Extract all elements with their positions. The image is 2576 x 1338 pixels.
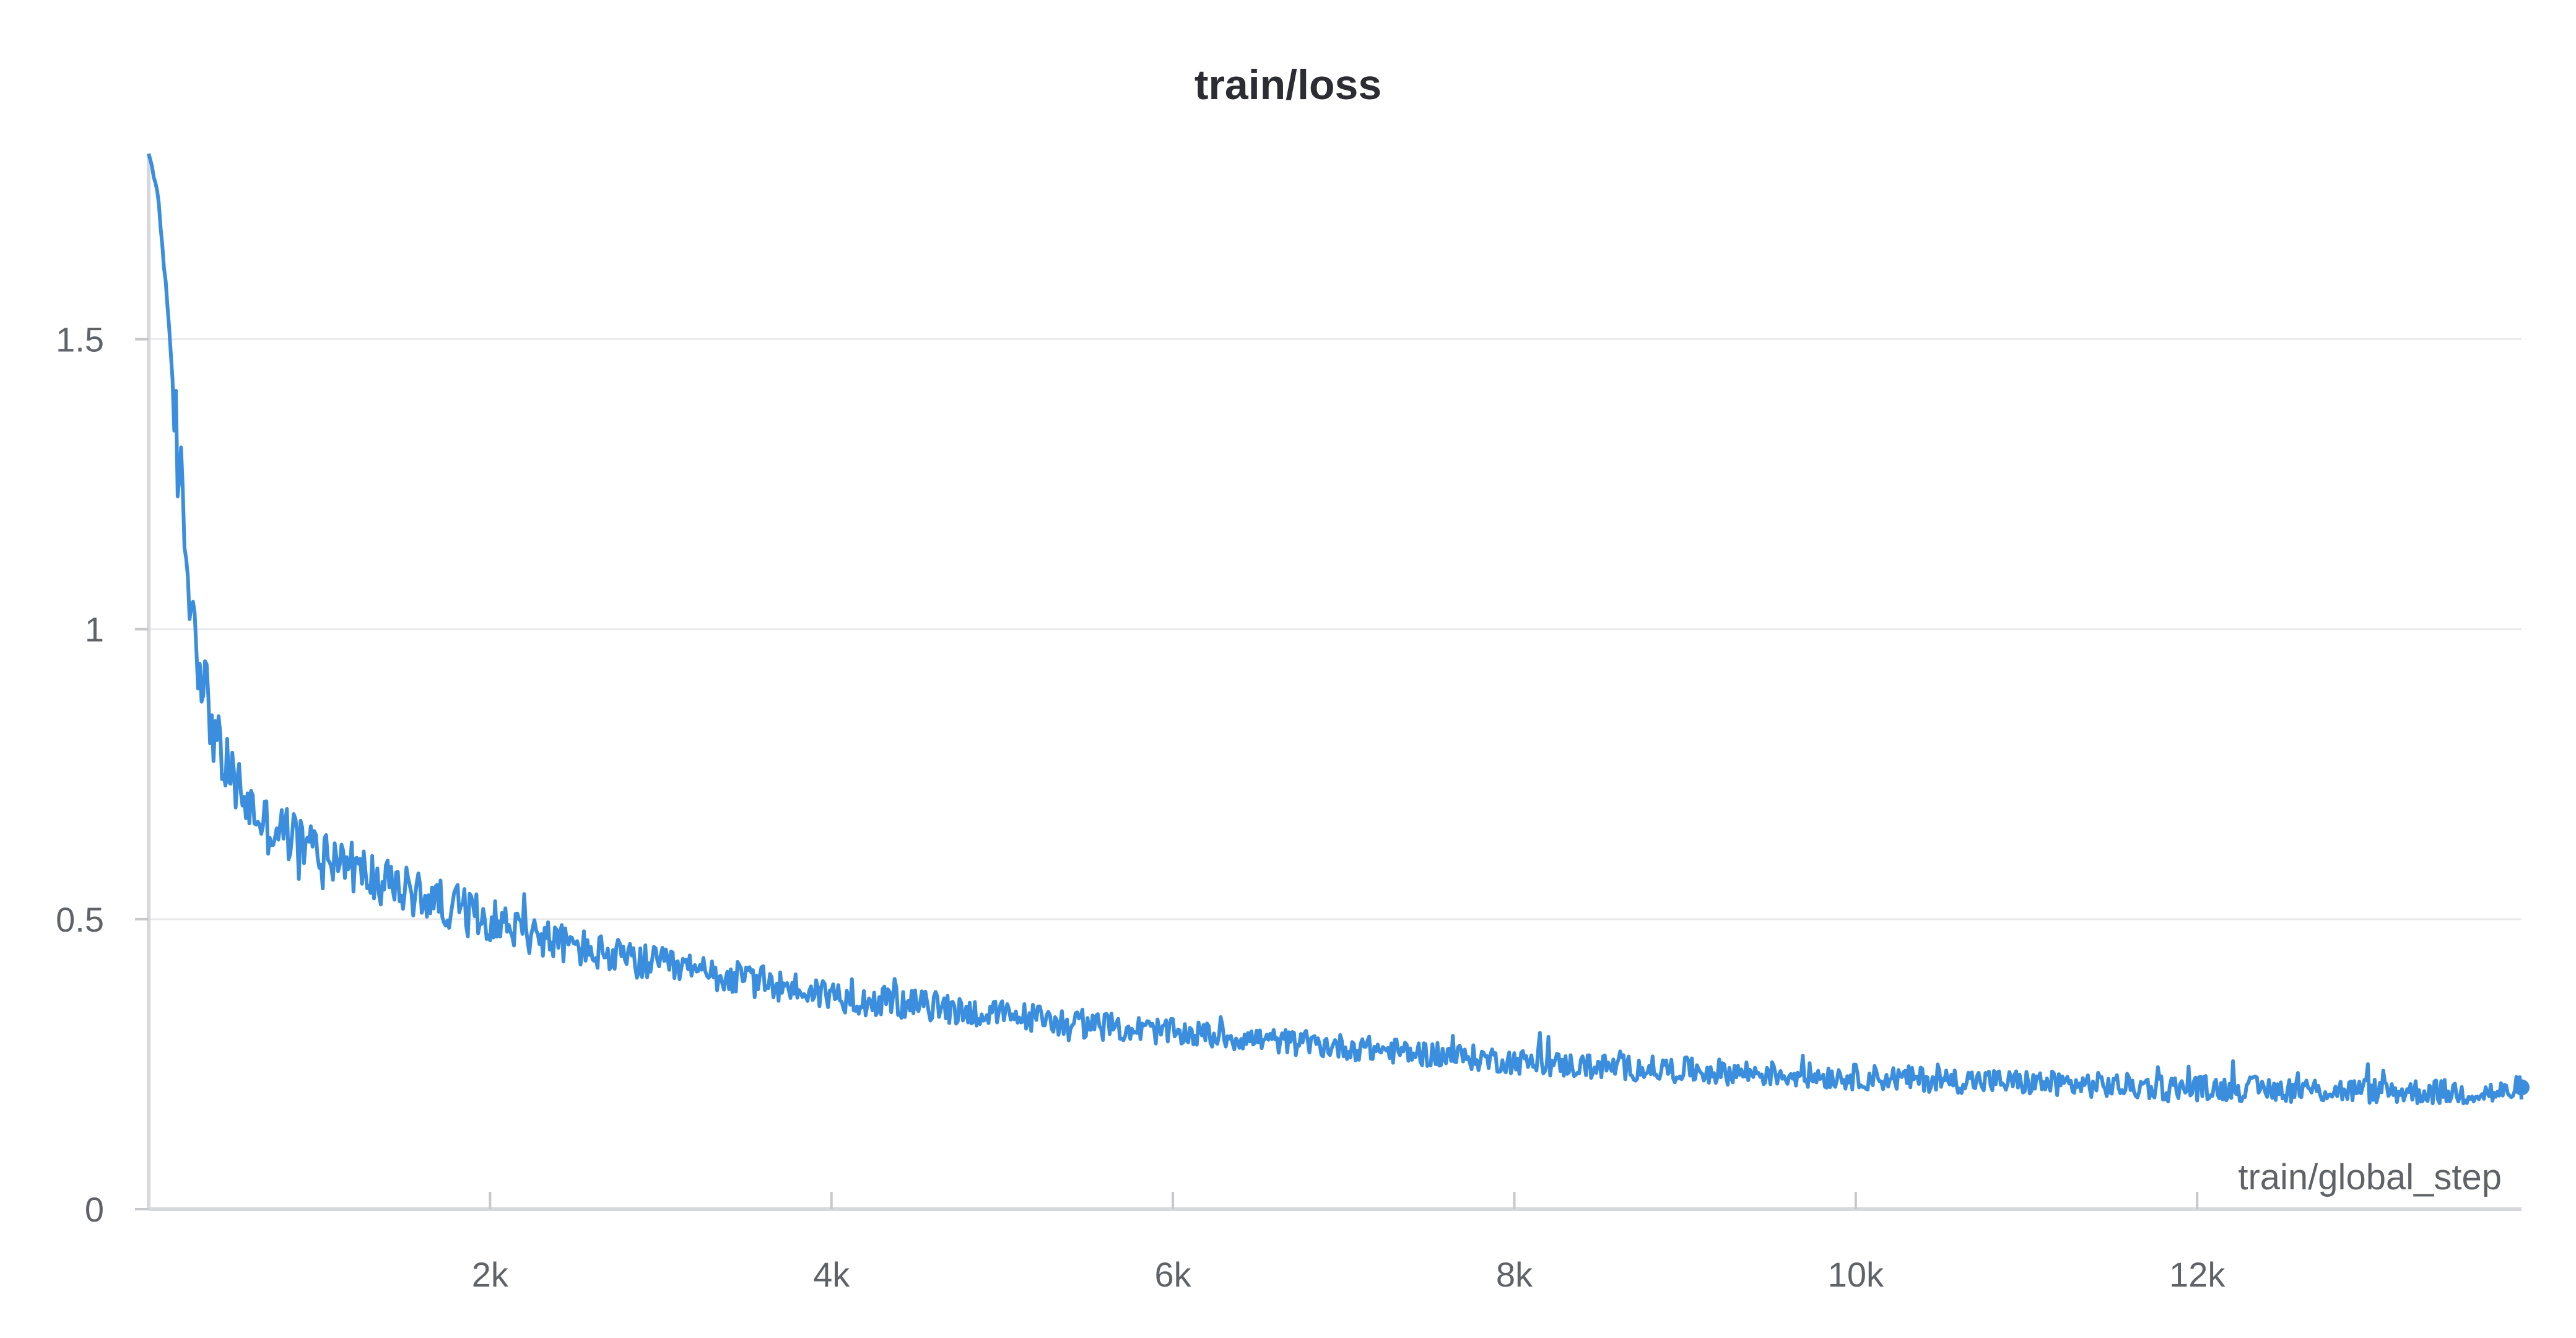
gridlines bbox=[149, 338, 2522, 920]
x-tick-label: 10k bbox=[1828, 1255, 1884, 1294]
series-layer bbox=[147, 153, 2530, 1106]
y-tick-label: 0 bbox=[85, 1190, 104, 1229]
chart-title: train/loss bbox=[1194, 61, 1382, 108]
x-tick-label: 8k bbox=[1496, 1255, 1533, 1294]
x-ticks: 2k 4k 6k 8k 10k 12k bbox=[472, 1192, 2226, 1294]
y-tick-label: 1 bbox=[85, 610, 104, 649]
x-tick-label: 6k bbox=[1155, 1255, 1192, 1294]
x-tick-label: 2k bbox=[472, 1255, 509, 1294]
y-ticks: 0 0.5 1 1.5 bbox=[56, 320, 149, 1229]
x-axis-label: train/global_step bbox=[2238, 1157, 2502, 1197]
series-line-train-loss[interactable] bbox=[147, 153, 2523, 1106]
x-tick-label: 4k bbox=[813, 1255, 850, 1294]
x-tick-label: 12k bbox=[2169, 1255, 2226, 1294]
y-tick-label: 0.5 bbox=[56, 900, 104, 939]
axes bbox=[147, 154, 2522, 1211]
series-endpoint-marker[interactable] bbox=[2513, 1079, 2530, 1096]
y-tick-label: 1.5 bbox=[56, 320, 104, 359]
